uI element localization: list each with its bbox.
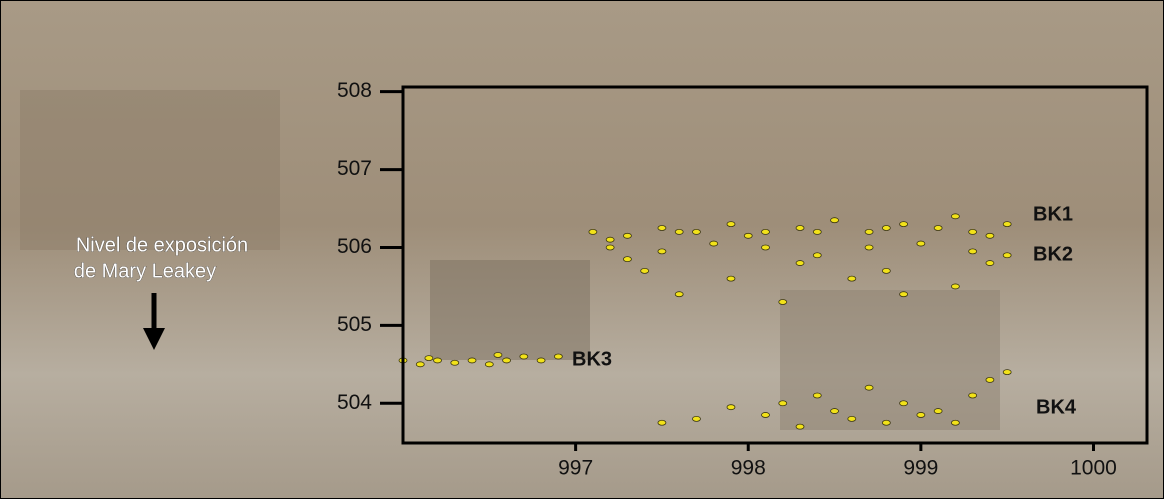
point	[536, 357, 546, 364]
point	[1002, 369, 1012, 376]
y-tick-label: 505	[337, 313, 372, 336]
point	[950, 283, 960, 290]
point	[795, 423, 805, 430]
point	[985, 232, 995, 239]
point	[830, 217, 839, 224]
point	[847, 275, 857, 282]
point	[968, 392, 978, 399]
photo-shadow	[430, 260, 590, 360]
point	[950, 419, 960, 426]
y-tick-label: 504	[337, 391, 372, 414]
point	[812, 228, 822, 235]
point	[415, 361, 425, 368]
point	[1002, 252, 1012, 259]
photo-shadow	[20, 90, 280, 250]
point	[899, 221, 909, 228]
point	[812, 252, 822, 259]
point	[761, 228, 770, 235]
point	[864, 384, 874, 391]
point	[657, 419, 667, 426]
y-tick-label: 506	[337, 235, 372, 258]
point	[778, 299, 788, 305]
y-tick-label: 507	[337, 157, 372, 180]
point	[881, 267, 891, 274]
point	[467, 357, 477, 364]
point	[588, 228, 598, 235]
point	[968, 248, 978, 255]
y-tick-label: 508	[337, 79, 372, 102]
point	[605, 236, 615, 243]
point	[493, 352, 503, 358]
point	[778, 400, 788, 407]
point	[674, 291, 684, 298]
point	[881, 225, 891, 231]
photo-shadow	[780, 290, 1000, 430]
point	[864, 244, 874, 251]
series-label: BK2	[1033, 243, 1073, 265]
annotation: Nivel de exposición	[76, 234, 248, 256]
point	[881, 419, 891, 426]
point	[502, 357, 511, 364]
point	[424, 355, 434, 361]
point	[692, 415, 701, 422]
point	[795, 260, 805, 266]
series-label: BK1	[1033, 203, 1073, 225]
point	[933, 408, 943, 414]
point	[657, 225, 667, 231]
point	[743, 232, 753, 239]
x-tick-label: 997	[558, 457, 593, 480]
point	[433, 357, 442, 364]
point	[709, 240, 719, 247]
series-label: BK4	[1036, 396, 1077, 418]
point	[830, 408, 839, 414]
point	[985, 377, 995, 383]
point	[1002, 221, 1012, 228]
point	[640, 267, 650, 274]
point	[726, 275, 736, 282]
series-label: BK3	[572, 348, 612, 370]
plot-frame	[401, 85, 1149, 445]
point	[623, 232, 632, 239]
point	[484, 361, 494, 368]
point	[605, 244, 615, 251]
x-tick-label: 999	[903, 457, 938, 480]
point	[933, 225, 943, 231]
point	[916, 412, 926, 418]
point	[519, 353, 529, 360]
point	[847, 415, 857, 422]
point	[692, 228, 701, 235]
point	[553, 353, 563, 360]
x-tick-label: 998	[731, 457, 766, 480]
point	[899, 400, 909, 407]
point	[812, 392, 822, 399]
point	[950, 213, 960, 220]
point	[726, 404, 736, 411]
point	[674, 228, 684, 235]
x-tick-label: 1000	[1070, 457, 1117, 480]
point	[761, 244, 770, 251]
point	[450, 359, 460, 366]
point	[795, 225, 805, 231]
point	[657, 248, 667, 255]
point	[916, 240, 926, 247]
point	[761, 412, 770, 418]
annotation: de Mary Leakey	[74, 260, 216, 282]
arrow-head	[143, 328, 165, 350]
plot	[398, 213, 1012, 430]
point	[623, 256, 632, 263]
point	[726, 221, 736, 228]
point	[864, 228, 874, 235]
point	[899, 291, 909, 298]
point	[968, 228, 978, 235]
point	[985, 260, 995, 266]
